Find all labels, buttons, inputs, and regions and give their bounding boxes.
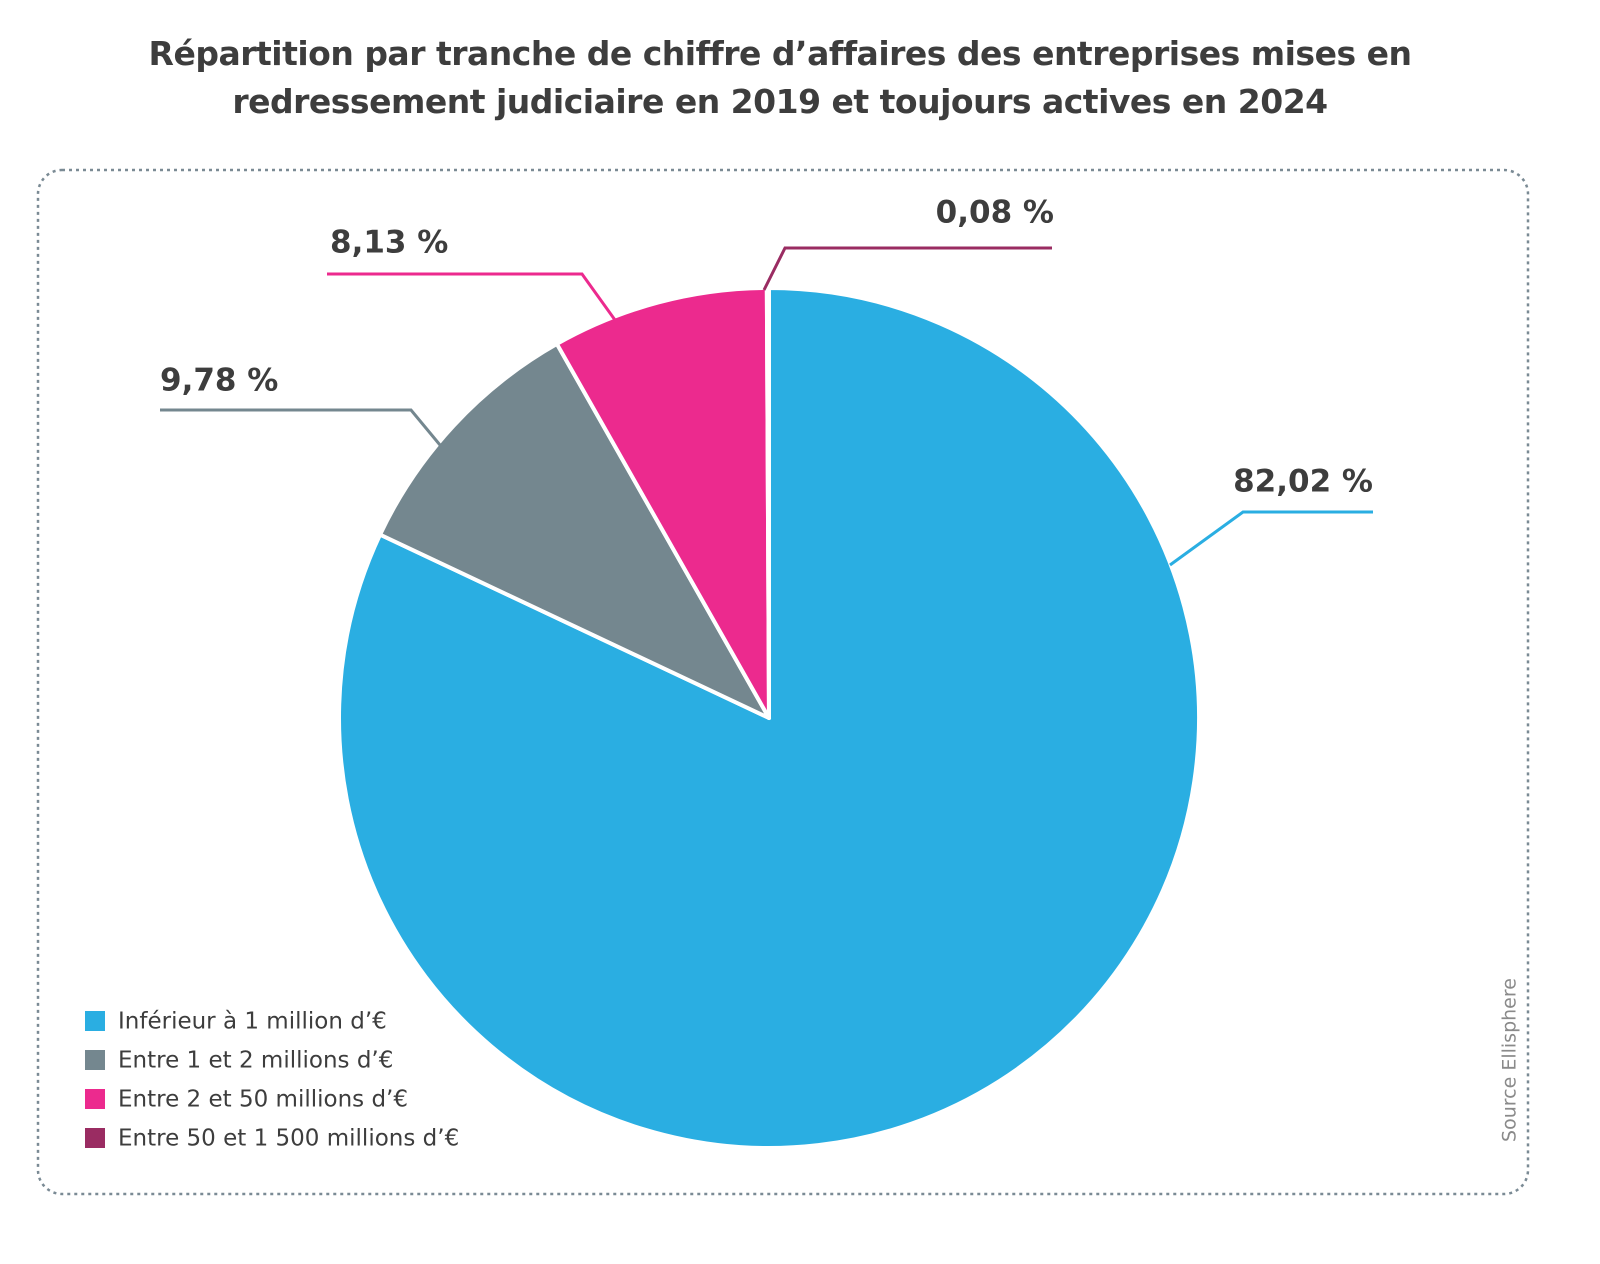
value-label: 82,02 % bbox=[1233, 464, 1373, 500]
leader-line bbox=[160, 408, 442, 446]
legend-label: Entre 1 et 2 millions d’€ bbox=[118, 1048, 393, 1074]
frame bbox=[36, 168, 1530, 1196]
legend-swatch bbox=[85, 1011, 105, 1031]
legend-swatch bbox=[85, 1089, 105, 1109]
value-label: 0,08 % bbox=[936, 195, 1054, 231]
source: Source Ellisphere bbox=[1499, 978, 1521, 1142]
legend-label: Inférieur à 1 million d’€ bbox=[118, 1009, 387, 1035]
legend-swatch bbox=[85, 1128, 105, 1148]
leader-line bbox=[762, 246, 1052, 291]
value-label: 9,78 % bbox=[160, 363, 278, 399]
pie-slice bbox=[764, 285, 771, 720]
pie-slice bbox=[378, 341, 771, 720]
value-label: 8,13 % bbox=[330, 225, 448, 261]
pie-slice bbox=[337, 286, 1201, 1150]
leader-line bbox=[327, 272, 617, 321]
legend-label: Entre 50 et 1 500 millions d’€ bbox=[118, 1126, 459, 1152]
legend-label: Entre 2 et 50 millions d’€ bbox=[118, 1087, 408, 1113]
legend-swatch bbox=[85, 1050, 105, 1070]
pie-slice bbox=[554, 286, 771, 720]
leader-line bbox=[1169, 510, 1373, 567]
chart-title: Répartition par tranche de chiffre d’aff… bbox=[148, 34, 1412, 121]
